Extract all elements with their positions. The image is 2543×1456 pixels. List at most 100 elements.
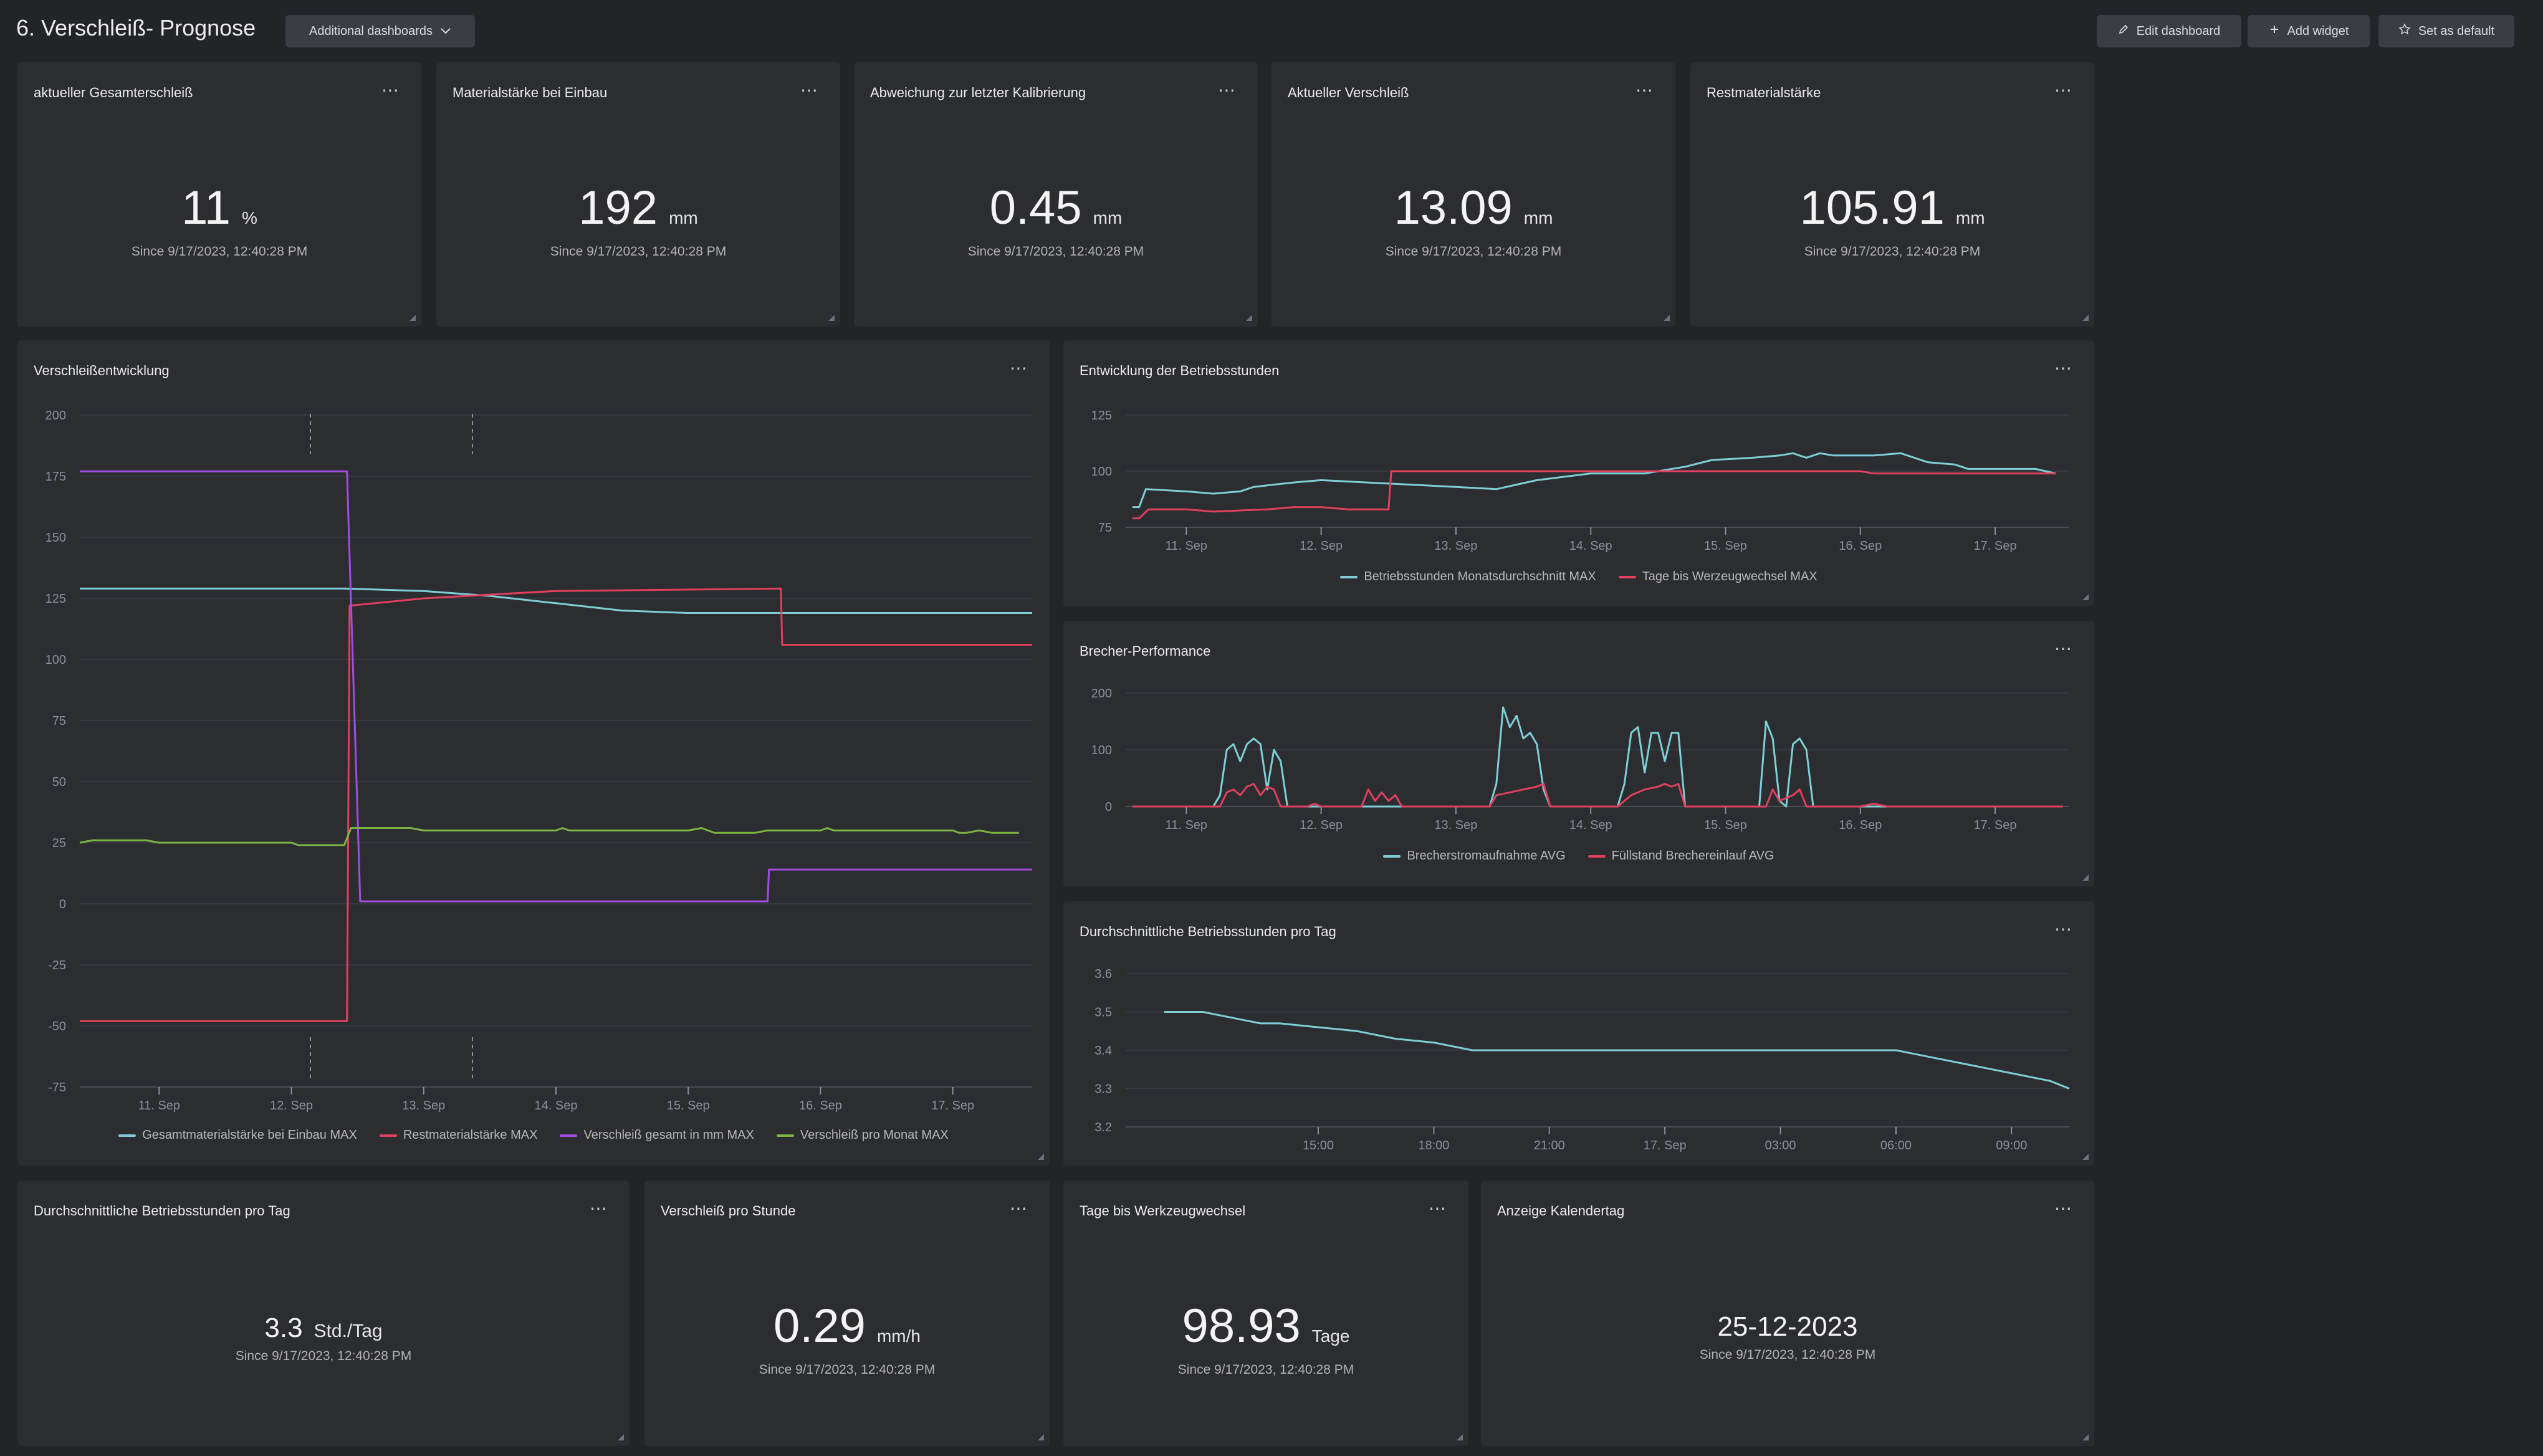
resize-handle-icon[interactable] bbox=[2081, 1152, 2089, 1161]
additional-dashboards-dropdown[interactable]: Additional dashboards bbox=[285, 15, 475, 47]
chart-legend: Betriebsstunden Monatsdurchschnitt MAX Ta… bbox=[1063, 570, 2094, 584]
x-tick-label: 15. Sep bbox=[667, 1099, 710, 1113]
resize-handle-icon[interactable] bbox=[1036, 1432, 1045, 1441]
x-tick-label: 16. Sep bbox=[1839, 539, 1882, 553]
page-title: 6. Verschleiß- Prognose bbox=[16, 15, 256, 41]
series-line-3 bbox=[80, 470, 1032, 903]
x-tick-label: 17. Sep bbox=[1974, 818, 2017, 832]
legend-swatch bbox=[379, 1134, 397, 1137]
resize-handle-icon[interactable] bbox=[1244, 313, 1253, 322]
card-title: aktueller Gesamterschleiß bbox=[34, 85, 193, 100]
legend-label: Füllstand Brechereinlauf AVG bbox=[1611, 849, 1774, 863]
stat-since: Since 9/17/2023, 12:40:28 PM bbox=[1699, 1348, 1876, 1362]
x-tick-label: 16. Sep bbox=[1839, 818, 1882, 832]
legend-swatch bbox=[776, 1134, 794, 1137]
x-tick-label: 09:00 bbox=[1996, 1139, 2027, 1152]
x-tick-label: 12. Sep bbox=[270, 1099, 313, 1113]
set-as-default-button[interactable]: Set as default bbox=[2378, 15, 2514, 47]
more-options-icon[interactable]: ⋯ bbox=[1010, 358, 1028, 378]
x-tick-label: 13. Sep bbox=[402, 1099, 445, 1113]
resize-handle-icon[interactable] bbox=[2081, 1432, 2089, 1441]
legend-label: Betriebsstunden Monatsdurchschnitt MAX bbox=[1364, 570, 1596, 583]
stat-since: Since 9/17/2023, 12:40:28 PM bbox=[131, 244, 308, 259]
chart-title: Durchschnittliche Betriebsstunden pro Ta… bbox=[1080, 924, 1336, 939]
x-tick-label: 12. Sep bbox=[1300, 539, 1343, 553]
x-tick-label: 12. Sep bbox=[1300, 818, 1343, 832]
card-title: Restmaterialstärke bbox=[1707, 85, 1821, 100]
chart-verschleissentwicklung: 200 175 150 125 100 75 50 25 0 -25 -50 -75 11. Sep 12… bbox=[45, 409, 1032, 1113]
chart-title: Verschleißentwicklung bbox=[34, 363, 170, 378]
legend-item[interactable]: Verschleiß pro Monat MAX bbox=[776, 1128, 949, 1142]
more-options-icon[interactable]: ⋯ bbox=[800, 80, 819, 100]
x-tick-label: 15. Sep bbox=[1704, 539, 1747, 553]
edit-dashboard-button[interactable]: Edit dashboard bbox=[2097, 15, 2241, 47]
resize-handle-icon[interactable] bbox=[616, 1432, 625, 1441]
card-title: Materialstärke bei Einbau bbox=[453, 85, 608, 100]
resize-handle-icon[interactable] bbox=[2081, 313, 2089, 322]
x-tick-label: 18:00 bbox=[1418, 1139, 1449, 1152]
y-tick-label: -75 bbox=[48, 1081, 66, 1094]
series-line-2 bbox=[1132, 783, 2063, 808]
stat-since: Since 9/17/2023, 12:40:28 PM bbox=[759, 1363, 936, 1377]
x-tick-label: 13. Sep bbox=[1434, 818, 1477, 832]
resize-handle-icon[interactable] bbox=[1662, 313, 1670, 322]
legend-item[interactable]: Verschleiß gesamt in mm MAX bbox=[560, 1128, 754, 1142]
stat-unit: mm bbox=[1093, 208, 1123, 228]
stat-value: 25-12-2023 bbox=[1717, 1311, 1858, 1342]
resize-handle-icon[interactable] bbox=[1036, 1152, 1045, 1161]
stat-since: Since 9/17/2023, 12:40:28 PM bbox=[550, 244, 727, 259]
resize-handle-icon[interactable] bbox=[408, 313, 416, 322]
card-title: Tage bis Werkzeugwechsel bbox=[1080, 1203, 1246, 1219]
resize-handle-icon[interactable] bbox=[2081, 592, 2089, 601]
more-options-icon[interactable]: ⋯ bbox=[2054, 358, 2073, 378]
series-line-1 bbox=[1132, 706, 2063, 808]
add-widget-button[interactable]: Add widget bbox=[2248, 15, 2370, 47]
resize-handle-icon[interactable] bbox=[1455, 1432, 1463, 1441]
more-options-icon[interactable]: ⋯ bbox=[1635, 80, 1654, 100]
x-tick-label: 03:00 bbox=[1765, 1139, 1796, 1152]
y-tick-label: 0 bbox=[59, 898, 66, 911]
legend-item[interactable]: Betriebsstunden Monatsdurchschnitt MAX bbox=[1340, 570, 1596, 584]
x-tick-label: 14. Sep bbox=[535, 1099, 578, 1113]
y-tick-label: -50 bbox=[48, 1020, 66, 1033]
legend-item[interactable]: Brecherstromaufnahme AVG bbox=[1383, 849, 1566, 863]
y-tick-label: 0 bbox=[1105, 800, 1112, 814]
y-tick-label: 3.6 bbox=[1094, 967, 1112, 981]
more-options-icon[interactable]: ⋯ bbox=[381, 80, 400, 100]
legend-item[interactable]: Tage bis Werzeugwechsel MAX bbox=[1618, 570, 1817, 584]
legend-swatch bbox=[1588, 855, 1606, 858]
more-options-icon[interactable]: ⋯ bbox=[1429, 1199, 1447, 1218]
more-options-icon[interactable]: ⋯ bbox=[2054, 639, 2073, 658]
chart-title: Brecher-Performance bbox=[1080, 643, 1211, 659]
x-tick-label: 17. Sep bbox=[931, 1099, 974, 1113]
y-tick-label: -25 bbox=[48, 959, 66, 972]
legend-label: Restmaterialstärke MAX bbox=[403, 1128, 538, 1142]
stat-unit: % bbox=[242, 208, 257, 228]
stat-unit: mm bbox=[669, 208, 698, 228]
stat-unit: Tage bbox=[1311, 1326, 1350, 1346]
more-options-icon[interactable]: ⋯ bbox=[2054, 80, 2073, 100]
x-tick-label: 15:00 bbox=[1303, 1139, 1334, 1152]
x-tick-label: 14. Sep bbox=[1569, 539, 1612, 553]
more-options-icon[interactable]: ⋯ bbox=[1218, 80, 1237, 100]
legend-item[interactable]: Gesamtmaterialstärke bei Einbau MAX bbox=[118, 1128, 357, 1142]
more-options-icon[interactable]: ⋯ bbox=[2054, 919, 2073, 939]
resize-handle-icon[interactable] bbox=[2081, 873, 2089, 881]
more-options-icon[interactable]: ⋯ bbox=[1010, 1199, 1028, 1218]
legend-item[interactable]: Restmaterialstärke MAX bbox=[379, 1128, 538, 1142]
stat-card: Restmaterialstärke ⋯ 105.91 mm Since 9/1… bbox=[1690, 62, 2094, 327]
chart-card-betriebsstunden-pro-tag: Durchschnittliche Betriebsstunden pro Ta… bbox=[1063, 901, 2094, 1166]
more-options-icon[interactable]: ⋯ bbox=[2054, 1199, 2073, 1218]
stat-since: Since 9/17/2023, 12:40:28 PM bbox=[1804, 244, 1981, 259]
stat-value: 98.93 bbox=[1182, 1300, 1301, 1353]
stat-since: Since 9/17/2023, 12:40:28 PM bbox=[235, 1349, 412, 1363]
pencil-icon bbox=[2118, 24, 2129, 39]
dashboards-label: Additional dashboards bbox=[309, 24, 433, 38]
y-tick-label: 50 bbox=[52, 775, 66, 789]
chart-card-betriebsstunden: Entwicklung der Betriebsstunden ⋯ 125 100… bbox=[1063, 340, 2094, 606]
legend-item[interactable]: Füllstand Brechereinlauf AVG bbox=[1588, 849, 1774, 863]
more-options-icon[interactable]: ⋯ bbox=[590, 1199, 608, 1218]
y-tick-label: 3.5 bbox=[1094, 1006, 1112, 1020]
resize-handle-icon[interactable] bbox=[826, 313, 835, 322]
stat-since: Since 9/17/2023, 12:40:28 PM bbox=[967, 244, 1144, 259]
